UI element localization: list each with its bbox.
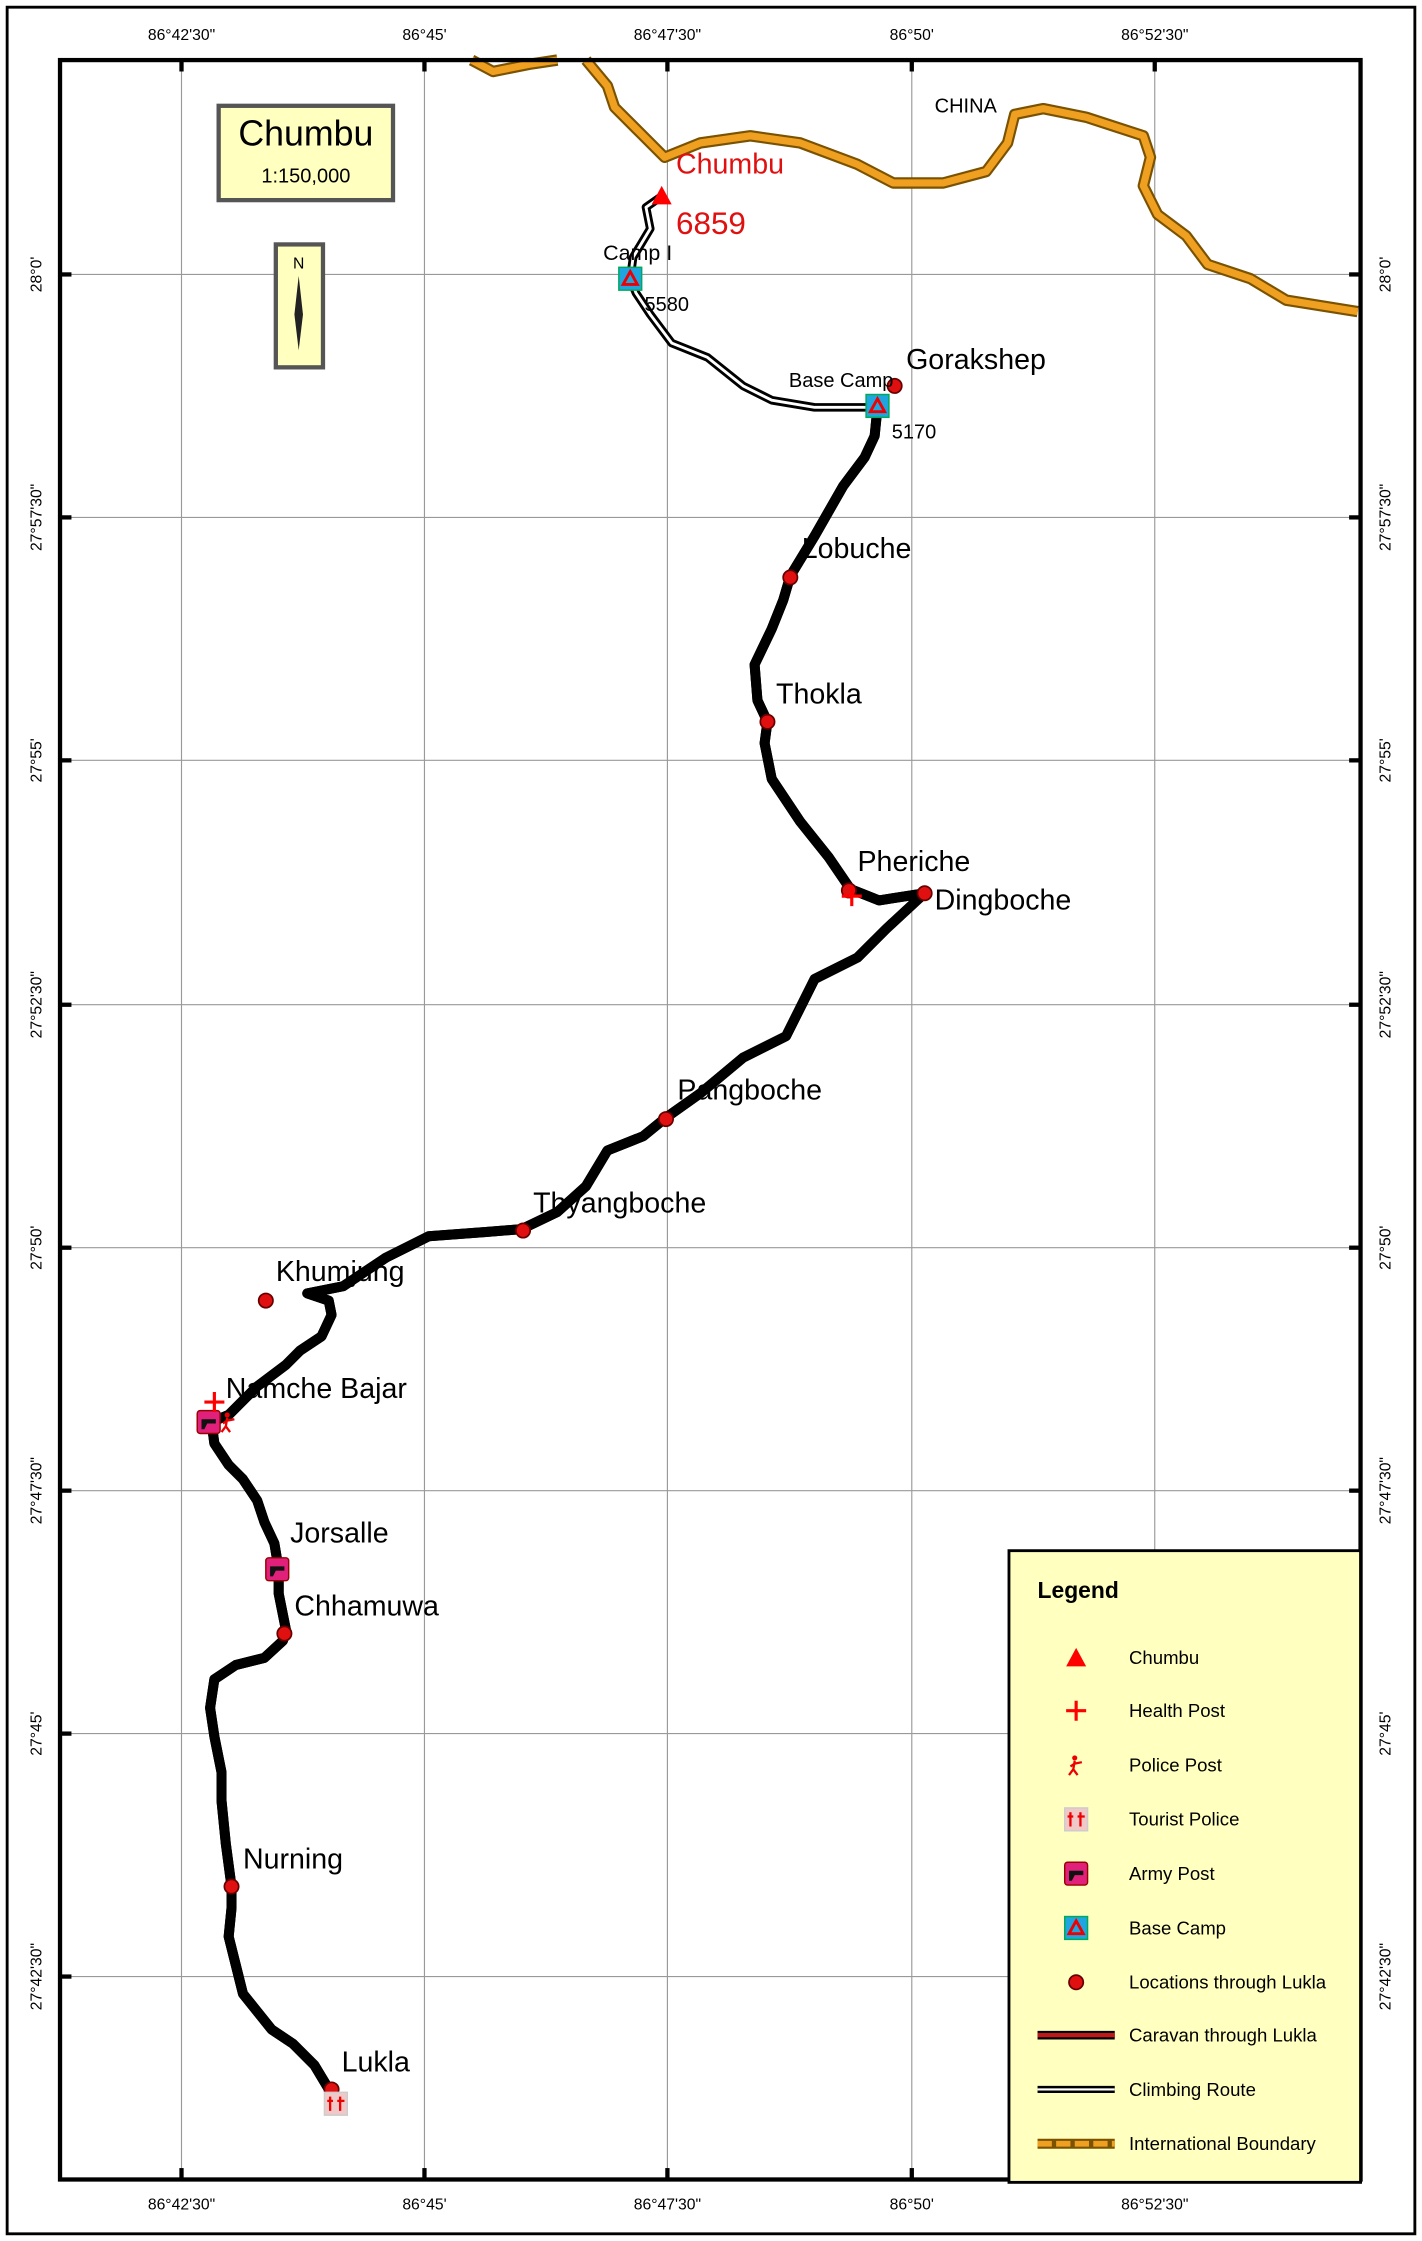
- camp-elevation: 5170: [892, 421, 937, 443]
- place-label: Chhamuwa: [294, 1590, 439, 1622]
- place-label: Pheriche: [857, 846, 970, 878]
- legend-label: International Boundary: [1129, 2133, 1317, 2154]
- legend-label: Caravan through Lukla: [1129, 2024, 1317, 2045]
- place-label: Pangboche: [677, 1074, 822, 1106]
- longitude-label: 86°50': [890, 2196, 934, 2213]
- latitude-label: 27°55': [28, 738, 45, 782]
- map-scale: 1:150,000: [261, 166, 350, 188]
- camp-label: Base Camp: [789, 370, 894, 392]
- legend-symbol: [1063, 1806, 1089, 1832]
- place-label: Lukla: [342, 2046, 410, 2078]
- longitude-label: 86°47'30": [634, 27, 701, 44]
- legend-label: Health Post: [1129, 1700, 1226, 1721]
- title-box: [216, 103, 396, 203]
- legend-label: Chumbu: [1129, 1647, 1199, 1668]
- place-label: Nurning: [243, 1843, 343, 1875]
- legend-label: Climbing Route: [1129, 2079, 1256, 2100]
- latitude-label: 27°55': [1377, 738, 1394, 782]
- map-title: Chumbu: [238, 113, 373, 153]
- latitude-label: 27°42'30": [28, 1943, 45, 2010]
- longitude-label: 86°52'30": [1121, 2196, 1188, 2213]
- legend-symbol: [1068, 1974, 1085, 1991]
- place-label: Dingboche: [935, 884, 1072, 916]
- place-label: Lobuche: [802, 533, 912, 565]
- place-label: Jorsalle: [290, 1517, 388, 1549]
- place-label: Namche Bajar: [226, 1373, 408, 1405]
- legend-label: Base Camp: [1129, 1917, 1226, 1938]
- latitude-label: 27°57'30": [1377, 484, 1394, 551]
- longitude-label: 86°45': [402, 2196, 446, 2213]
- caravan-route: [205, 407, 925, 2093]
- latitude-label: 27°50': [28, 1226, 45, 1270]
- place-label: Gorakshep: [906, 344, 1046, 376]
- latitude-label: 27°42'30": [1377, 1943, 1394, 2010]
- place-label: Thokla: [776, 679, 862, 711]
- north-label: N: [293, 256, 304, 273]
- latitude-label: 28°0': [28, 257, 45, 293]
- country-label: CHINA: [935, 96, 998, 118]
- longitude-label: 86°45': [402, 27, 446, 44]
- longitude-label: 86°42'30": [148, 2196, 215, 2213]
- longitude-label: 86°50': [890, 27, 934, 44]
- place-label: Thyangboche: [533, 1187, 706, 1219]
- legend-title: Legend: [1038, 1577, 1119, 1603]
- legend: Chumbu Health Post Police Post Tourist Poli…: [1037, 1647, 1327, 2154]
- longitude-label: 86°52'30": [1121, 27, 1188, 44]
- longitude-label: 86°42'30": [148, 27, 215, 44]
- longitude-label: 86°47'30": [634, 2196, 701, 2213]
- latitude-label: 27°45': [28, 1711, 45, 1755]
- summit-elevation: 6859: [676, 206, 746, 241]
- legend-label: Tourist Police: [1129, 1809, 1239, 1830]
- latitude-label: 27°52'30": [1377, 971, 1394, 1038]
- north-arrow: [294, 275, 303, 351]
- legend-label: Police Post: [1129, 1754, 1223, 1775]
- summit-label: Chumbu: [676, 148, 784, 180]
- latitude-label: 27°47'30": [1377, 1457, 1394, 1524]
- legend-label: Army Post: [1129, 1863, 1215, 1884]
- latitude-label: 27°45': [1377, 1711, 1394, 1755]
- legend-label: Locations through Lukla: [1129, 1972, 1327, 1993]
- climbing-route: [625, 193, 878, 412]
- map-frame: [57, 57, 1363, 2182]
- place-labels: Gorakshep Lobuche Thokla Pheriche Dingboche P…: [226, 344, 1071, 2078]
- legend-symbol: [1063, 1861, 1089, 1886]
- latitude-label: 27°50': [1377, 1226, 1394, 1270]
- latitude-label: 28°0': [1377, 257, 1394, 293]
- latitude-label: 27°52'30": [28, 971, 45, 1038]
- legend-symbol: [1063, 1915, 1090, 1941]
- camp-elevation: 5580: [645, 294, 690, 316]
- latitude-label: 27°57'30": [28, 484, 45, 551]
- latitude-label: 27°47'30": [28, 1457, 45, 1524]
- place-label: Khumjung: [276, 1256, 405, 1288]
- camp-label: Camp I: [603, 241, 672, 265]
